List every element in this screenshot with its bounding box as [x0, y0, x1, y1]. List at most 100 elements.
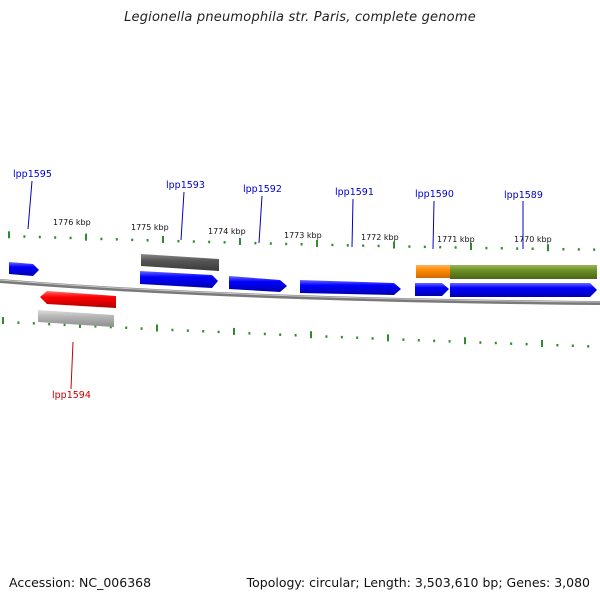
- minor-tick: [577, 248, 580, 251]
- genome-backbone: [0, 279, 600, 305]
- genome-title: Legionella pneumophila str. Paris, compl…: [124, 10, 476, 25]
- feature-dark-gray[interactable]: [141, 254, 219, 271]
- minor-tick: [562, 248, 565, 251]
- major-tick: [8, 231, 10, 239]
- gene-label-lpp1589[interactable]: lpp1589: [504, 190, 543, 201]
- minor-tick: [177, 239, 180, 243]
- minor-tick: [346, 244, 349, 247]
- minor-tick: [23, 235, 26, 238]
- minor-tick: [356, 336, 359, 339]
- genome-summary-text: Topology: circular; Length: 3,503,610 bp…: [246, 575, 590, 590]
- minor-tick: [454, 246, 457, 249]
- minor-tick: [38, 235, 41, 239]
- minor-tick: [248, 332, 251, 335]
- leader-lpp1591: [351, 198, 354, 248]
- gene-label-lpp1595[interactable]: lpp1595: [13, 169, 52, 180]
- kbp-label-1774: 1774 kbp: [208, 227, 246, 236]
- minor-tick: [479, 341, 482, 344]
- minor-tick: [125, 326, 128, 329]
- minor-tick: [140, 327, 143, 330]
- gene-lpp1595-arrow[interactable]: [9, 262, 39, 276]
- minor-tick: [433, 339, 436, 343]
- minor-tick: [408, 245, 411, 248]
- minor-tick: [217, 330, 220, 334]
- feature-olive[interactable]: [450, 265, 597, 279]
- minor-tick: [331, 243, 334, 247]
- minor-tick: [269, 242, 272, 245]
- major-tick: [541, 340, 543, 347]
- minor-tick: [494, 341, 497, 345]
- gene-lpp1592-arrow[interactable]: [229, 276, 287, 292]
- minor-tick: [593, 248, 596, 251]
- minor-tick: [371, 337, 374, 340]
- minor-tick: [556, 344, 559, 347]
- kbp-label-1770: 1770 kbp: [514, 235, 552, 244]
- minor-tick: [531, 247, 534, 250]
- minor-tick: [109, 325, 112, 329]
- major-tick: [2, 317, 4, 325]
- minor-tick: [417, 339, 420, 342]
- minor-tick: [300, 243, 303, 246]
- major-tick: [310, 331, 312, 339]
- upper-tick-track: [8, 231, 596, 252]
- major-tick: [464, 337, 466, 345]
- kbp-label-1775: 1775 kbp: [131, 223, 169, 232]
- minor-tick: [362, 244, 365, 247]
- feature-orange[interactable]: [416, 265, 451, 278]
- minor-tick: [285, 242, 288, 246]
- kbp-label-1772: 1772 kbp: [361, 233, 399, 242]
- minor-tick: [510, 342, 513, 345]
- minor-tick: [69, 236, 72, 240]
- minor-tick: [571, 344, 574, 347]
- minor-tick: [192, 240, 195, 243]
- gene-lpp1589-arrow[interactable]: [450, 283, 597, 297]
- major-tick: [547, 244, 549, 252]
- gene-lpp1593-arrow[interactable]: [140, 271, 218, 288]
- minor-tick: [17, 321, 20, 324]
- minor-tick: [525, 342, 528, 346]
- feature-light-gray[interactable]: [38, 310, 114, 327]
- minor-tick: [131, 238, 134, 242]
- minor-tick: [32, 322, 35, 325]
- kbp-label-1776: 1776 kbp: [53, 218, 91, 227]
- minor-tick: [402, 338, 405, 341]
- minor-tick: [423, 245, 426, 249]
- major-tick: [316, 239, 318, 247]
- gene-label-lpp1593[interactable]: lpp1593: [166, 180, 205, 191]
- gene-lpp1591-arrow[interactable]: [300, 280, 401, 295]
- gene-label-lpp1591[interactable]: lpp1591: [335, 187, 374, 198]
- minor-tick: [63, 323, 66, 327]
- minor-tick: [94, 325, 97, 328]
- minor-tick: [171, 328, 174, 332]
- minor-tick: [202, 330, 205, 333]
- gene-label-lpp1592[interactable]: lpp1592: [243, 184, 282, 195]
- minor-tick: [325, 335, 328, 338]
- gene-label-lpp1590[interactable]: lpp1590: [415, 189, 454, 200]
- gene-label-lpp1594[interactable]: lpp1594: [52, 390, 91, 401]
- kbp-label-1771: 1771 kbp: [437, 235, 475, 244]
- kbp-label-1773: 1773 kbp: [284, 231, 322, 240]
- minor-tick: [208, 240, 211, 244]
- minor-tick: [587, 345, 590, 348]
- leader-lpp1593: [180, 191, 185, 241]
- major-tick: [239, 238, 241, 245]
- minor-tick: [263, 332, 266, 336]
- gene-lpp1594-arrow[interactable]: [40, 291, 116, 308]
- major-tick: [387, 334, 389, 342]
- major-tick: [162, 236, 164, 243]
- minor-tick: [340, 335, 343, 339]
- gene-lpp1590-arrow[interactable]: [415, 283, 449, 296]
- major-tick: [470, 243, 472, 250]
- minor-tick: [48, 322, 51, 326]
- major-tick: [393, 241, 395, 249]
- minor-tick: [115, 238, 118, 241]
- genome-backbone-highlight: [0, 279, 600, 303]
- leader-lpp1590: [432, 200, 435, 250]
- minor-tick: [100, 237, 103, 241]
- minor-tick: [377, 244, 380, 248]
- leader-lpp1594: [70, 341, 74, 390]
- minor-tick: [448, 340, 451, 343]
- major-tick: [156, 324, 158, 332]
